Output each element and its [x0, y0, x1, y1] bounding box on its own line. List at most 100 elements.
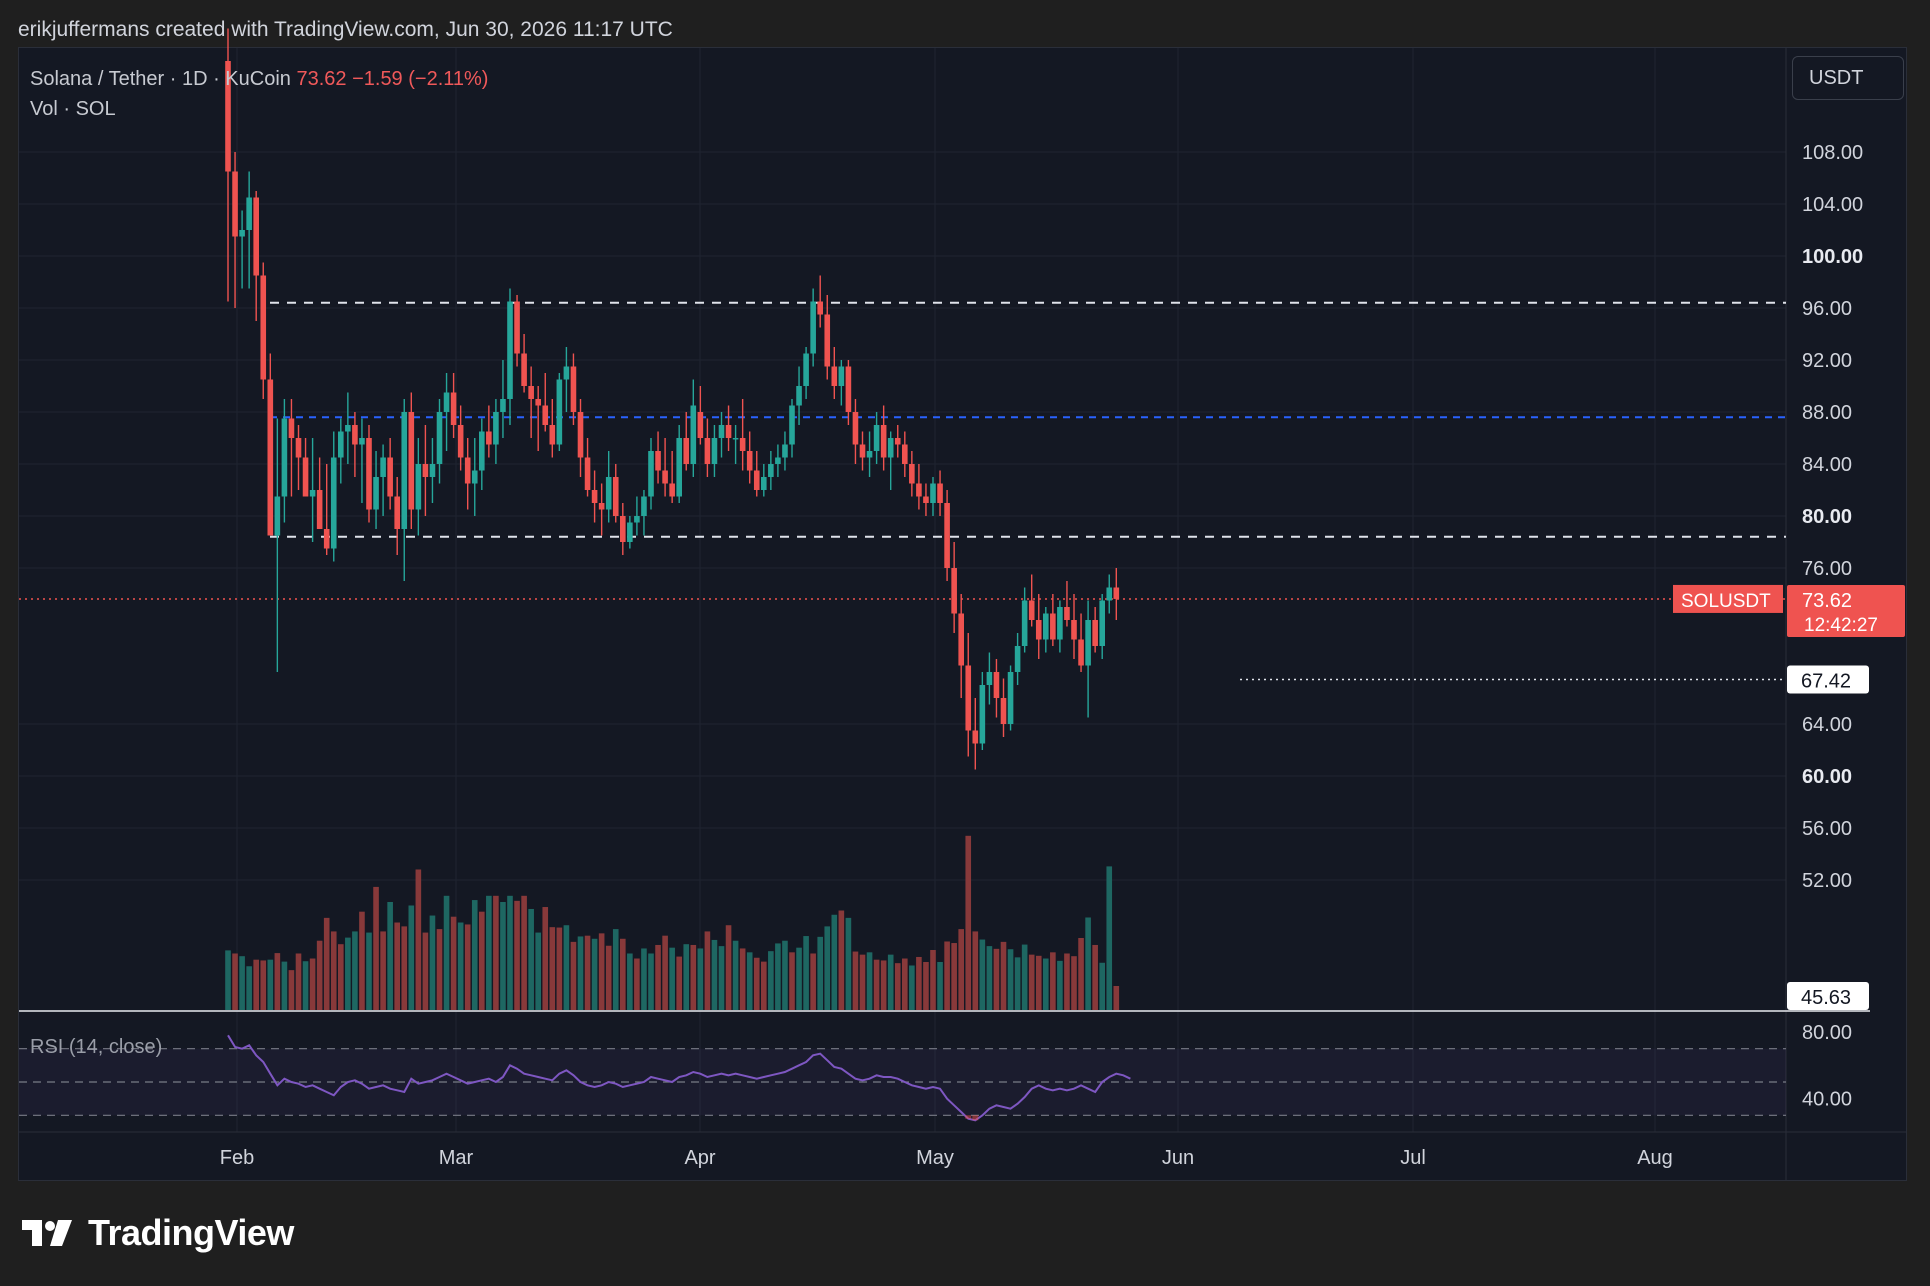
candle-body: [852, 412, 859, 445]
volume-bar: [979, 939, 986, 1010]
volume-bar: [1106, 866, 1113, 1010]
candle-body: [1078, 639, 1084, 666]
rsi-tick-label: 80.00: [1802, 1022, 1852, 1044]
candle-body: [556, 379, 563, 445]
candle-body: [429, 464, 436, 477]
symbol-tag: SOLUSDT: [1681, 591, 1771, 612]
candle-body: [486, 431, 492, 445]
candle-body: [507, 301, 513, 399]
volume-label[interactable]: Vol · SOL: [30, 98, 116, 120]
volume-bar: [422, 932, 429, 1010]
volume-bar: [923, 962, 929, 1010]
price-line-label: 45.63: [1801, 987, 1851, 1009]
candle-body: [641, 496, 647, 516]
volume-bar: [549, 927, 556, 1010]
volume-bar: [415, 869, 422, 1010]
candle-body: [986, 672, 993, 685]
volume-bar: [1000, 941, 1007, 1010]
candle-body: [1050, 613, 1056, 640]
volume-bar: [352, 931, 358, 1010]
candle-body: [662, 470, 668, 484]
candle-body: [436, 412, 443, 464]
candle-body: [655, 451, 661, 471]
volume-bar: [239, 956, 245, 1010]
price-tick-label: 108.00: [1802, 142, 1863, 164]
volume-bar: [387, 902, 393, 1010]
candle-body: [1007, 672, 1014, 724]
volume-bar: [1050, 952, 1056, 1010]
candle-body: [958, 613, 964, 666]
volume-bar: [894, 963, 901, 1010]
volume-bar: [676, 956, 682, 1010]
volume-bar: [1092, 944, 1098, 1010]
volume-bar: [902, 958, 908, 1010]
candle-body: [887, 438, 894, 458]
candle-body: [464, 457, 471, 484]
last-price: 73.62: [296, 68, 347, 90]
volume-bar: [274, 953, 281, 1010]
candle-body: [563, 366, 570, 380]
volume-bar: [1028, 954, 1035, 1010]
candle-body: [648, 451, 654, 497]
candle-body: [697, 412, 704, 438]
candle-body: [443, 392, 450, 412]
volume-bar: [528, 908, 534, 1010]
candle-body: [873, 425, 880, 451]
volume-bar: [641, 948, 647, 1010]
candle-body: [993, 672, 1000, 698]
candle-body: [796, 386, 802, 406]
candle-body: [1085, 620, 1091, 666]
candle-body: [951, 568, 957, 614]
volume-bar: [725, 925, 732, 1010]
candle-body: [782, 444, 788, 458]
volume-bar: [450, 916, 457, 1010]
time-axis-label: Jul: [1400, 1147, 1426, 1169]
candle-body: [627, 522, 633, 542]
volume-bar: [655, 944, 661, 1010]
volume-bar: [775, 943, 781, 1010]
volume-bar: [627, 953, 633, 1010]
candle-body: [281, 418, 288, 497]
volume-bar: [436, 929, 443, 1010]
volume-bar: [401, 926, 408, 1010]
candle-body: [1064, 607, 1070, 620]
price-label-bg: [1787, 665, 1869, 694]
rsi-label[interactable]: RSI (14, close): [30, 1036, 162, 1058]
volume-bar: [718, 946, 725, 1010]
candle-body: [253, 197, 259, 276]
volume-bar: [338, 944, 344, 1010]
candle-body: [535, 399, 541, 406]
candle-body: [338, 431, 344, 458]
candle-body: [549, 425, 556, 445]
candle-body: [345, 425, 351, 432]
symbol-info[interactable]: Solana / Tether · 1D · KuCoin: [30, 68, 291, 90]
candle-body: [824, 314, 831, 367]
candle-body: [450, 392, 457, 425]
volume-bar: [887, 954, 894, 1010]
candle-body: [1092, 620, 1098, 646]
volume-bar: [288, 970, 295, 1010]
candle-body: [831, 366, 838, 386]
candle-body: [965, 665, 972, 731]
volume-bar: [761, 961, 767, 1010]
candle-body: [838, 366, 845, 386]
volume-bar: [267, 959, 274, 1010]
candle-body: [373, 477, 379, 510]
volume-bar: [281, 961, 288, 1010]
volume-bar: [1057, 960, 1063, 1010]
volume-bar: [330, 931, 337, 1010]
candle-body: [916, 483, 922, 497]
volume-bar: [479, 911, 485, 1010]
volume-bar: [394, 922, 400, 1010]
time-axis-label: Feb: [220, 1147, 254, 1169]
candle-body: [732, 438, 739, 440]
volume-bar: [1099, 962, 1105, 1010]
candle-body: [1099, 600, 1105, 646]
candle-body: [323, 529, 330, 549]
candle-body: [274, 496, 281, 536]
volume-bar: [493, 895, 499, 1010]
volume-bar: [972, 931, 979, 1010]
currency-unit-button[interactable]: USDT: [1792, 56, 1904, 100]
price-tick-label: 92.00: [1802, 350, 1852, 372]
